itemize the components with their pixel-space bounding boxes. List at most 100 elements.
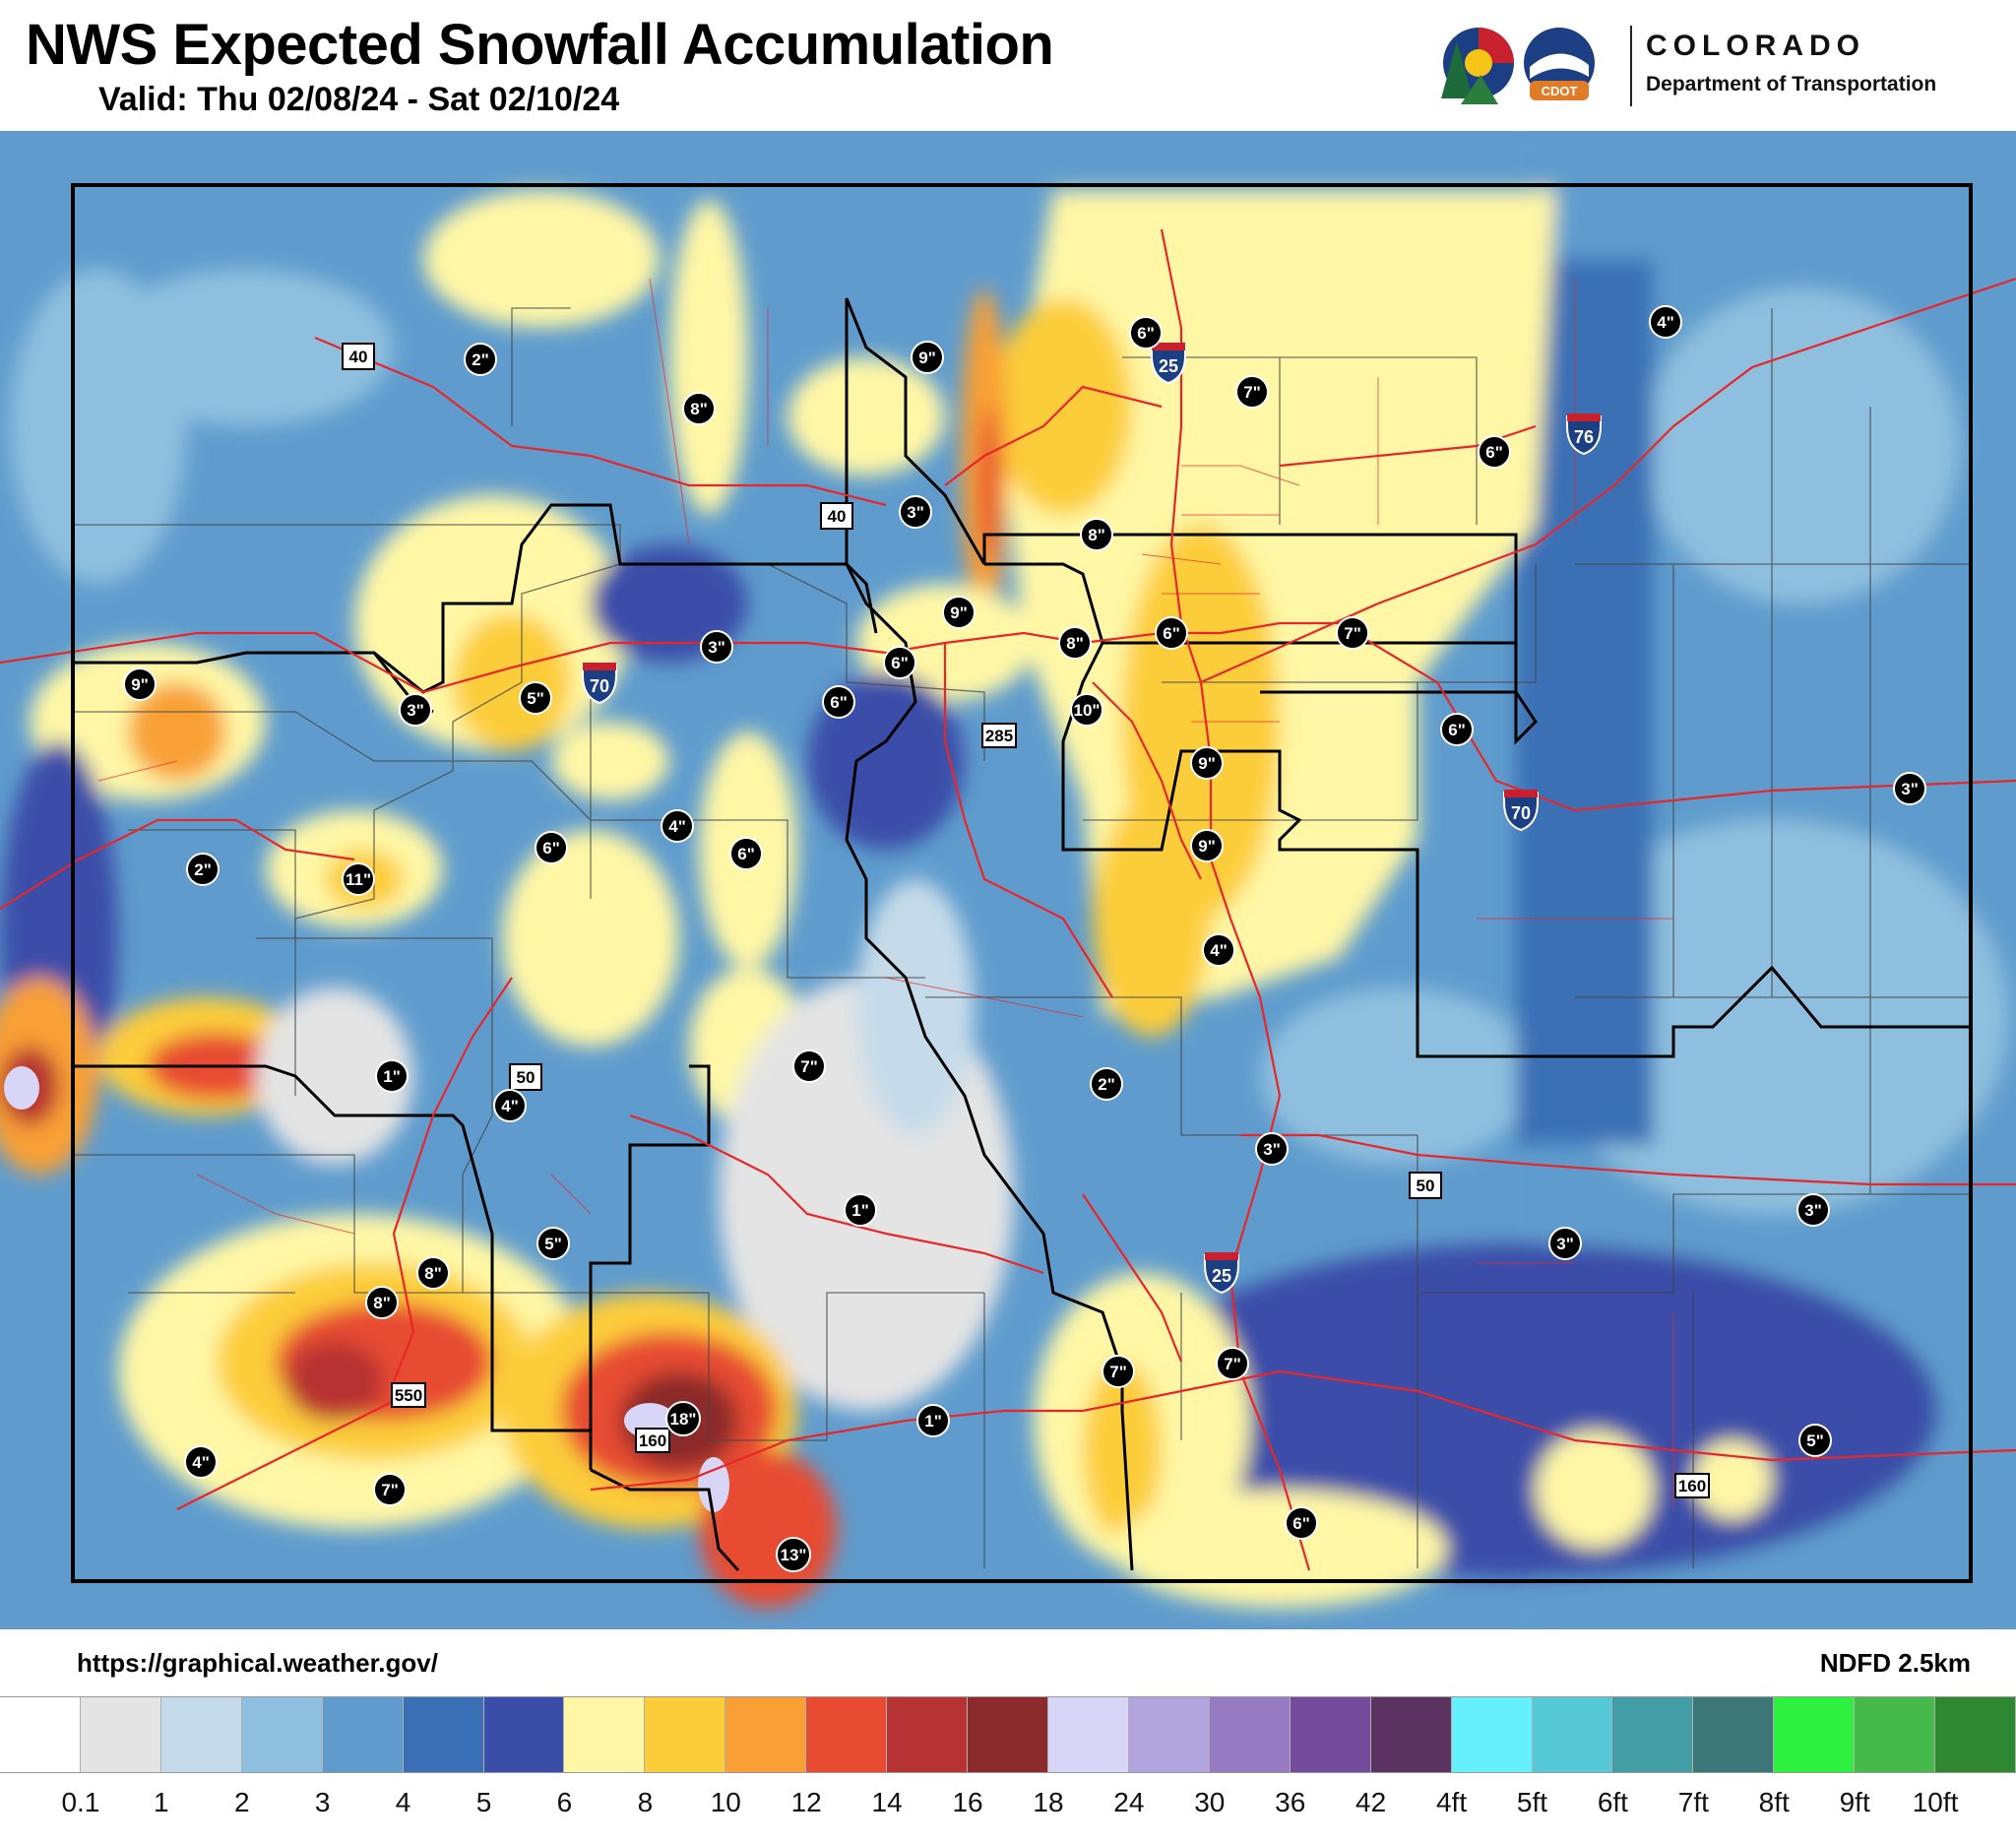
- snowfall-point: 4": [661, 809, 694, 843]
- interstate-shields: 25 76 70 70 25: [582, 343, 1602, 1295]
- snowfall-point: 7": [1216, 1347, 1249, 1380]
- legend-swatch: [645, 1697, 726, 1772]
- legend-label: 2: [233, 1787, 250, 1817]
- snowfall-point: 9": [123, 668, 157, 701]
- svg-text:4": 4": [501, 1097, 519, 1115]
- interstate-label: 70: [590, 676, 609, 696]
- svg-text:6": 6": [891, 654, 909, 672]
- legend-swatch: [725, 1697, 807, 1772]
- svg-text:160: 160: [1678, 1477, 1706, 1495]
- svg-text:5": 5": [1806, 1431, 1824, 1450]
- snowfall-point: 6": [822, 685, 855, 719]
- svg-text:9": 9": [918, 349, 936, 367]
- legend-label: 10: [710, 1787, 741, 1817]
- interstate-25-shield-south: 25: [1204, 1252, 1239, 1295]
- legend-label: 12: [790, 1787, 822, 1817]
- legend-swatch: [0, 1697, 81, 1772]
- us-route-shields: 40 40 285 50 50 550 160 160: [342, 343, 1710, 1498]
- svg-text:6": 6": [542, 839, 560, 858]
- svg-text:6": 6": [1448, 721, 1466, 739]
- color-legend: [0, 1696, 2016, 1773]
- legend-label: 0.1: [61, 1787, 100, 1817]
- svg-text:1": 1": [383, 1067, 401, 1086]
- legend-label: 24: [1113, 1787, 1145, 1817]
- snowfall-point: 2": [186, 853, 220, 886]
- snowfall-point: 8": [365, 1286, 399, 1319]
- svg-text:3": 3": [1901, 780, 1919, 798]
- snowfall-point: 5": [1798, 1424, 1832, 1457]
- svg-text:10": 10": [1074, 701, 1101, 720]
- svg-text:3": 3": [1804, 1201, 1822, 1220]
- snowfall-point: 4": [493, 1089, 527, 1122]
- snowfall-point: 1": [916, 1404, 950, 1437]
- logo-divider: [1630, 26, 1632, 106]
- snowfall-point: 3": [1548, 1227, 1582, 1260]
- us-shield: 550: [391, 1382, 426, 1408]
- us-shield: 50: [509, 1063, 542, 1091]
- snowfall-point: 6": [1285, 1506, 1318, 1540]
- svg-text:6": 6": [830, 693, 848, 712]
- map-title: NWS Expected Snowfall Accumulation: [26, 13, 1054, 77]
- svg-text:7": 7": [381, 1481, 399, 1499]
- svg-text:2": 2": [472, 350, 489, 369]
- snowfall-point: 6": [1155, 616, 1188, 650]
- interstate-76-shield: 76: [1566, 413, 1602, 456]
- svg-text:13": 13": [781, 1546, 807, 1564]
- snowfall-point: 7": [1336, 616, 1369, 650]
- snowfall-point: 4": [184, 1445, 218, 1479]
- snowfall-point: 6": [1478, 435, 1511, 469]
- snowfall-point: 18": [665, 1401, 701, 1436]
- legend-swatch: [1612, 1697, 1694, 1772]
- model-label: NDFD 2.5km: [1819, 1648, 1971, 1678]
- svg-text:5": 5": [527, 689, 544, 708]
- legend-swatch: [806, 1697, 888, 1772]
- svg-text:3": 3": [907, 503, 924, 522]
- legend-swatch: [1774, 1697, 1856, 1772]
- legend-label: 8ft: [1758, 1787, 1790, 1817]
- legend-label: 9ft: [1839, 1787, 1870, 1817]
- legend-swatch: [1128, 1697, 1210, 1772]
- legend-label: 3: [314, 1787, 331, 1817]
- svg-text:285: 285: [985, 727, 1013, 745]
- legend-swatch: [160, 1697, 242, 1772]
- svg-text:3": 3": [708, 638, 725, 657]
- svg-text:6": 6": [737, 845, 755, 863]
- legend-label: 14: [871, 1787, 903, 1817]
- us-shield: 50: [1409, 1172, 1442, 1199]
- snowfall-point: 8": [416, 1256, 450, 1290]
- svg-text:3": 3": [1263, 1140, 1281, 1159]
- snowfall-point: 6": [883, 646, 916, 679]
- logo-department: Department of Transportation: [1646, 73, 1937, 95]
- legend-swatch: [1451, 1697, 1533, 1772]
- svg-text:18": 18": [670, 1410, 697, 1429]
- svg-text:160: 160: [639, 1431, 666, 1450]
- snowfall-point: 4": [1649, 305, 1682, 339]
- us-shield: 160: [1674, 1473, 1710, 1498]
- legend-label: 5ft: [1516, 1787, 1548, 1817]
- svg-text:40: 40: [828, 507, 847, 526]
- snowfall-point: 3": [700, 630, 733, 664]
- snowfall-point: 7": [792, 1049, 826, 1083]
- legend-label: 6ft: [1597, 1787, 1628, 1817]
- snowfall-point: 8": [682, 392, 716, 425]
- svg-text:7": 7": [800, 1057, 818, 1076]
- snowfall-map: 25 76 70 70 25: [0, 131, 2016, 1629]
- us-shield: 160: [635, 1428, 670, 1453]
- interstate-70-shield-east: 70: [1503, 790, 1539, 832]
- snowfall-point: 3": [1893, 772, 1926, 805]
- legend-swatch: [1693, 1697, 1775, 1772]
- legend-label: 1: [154, 1787, 169, 1817]
- legend-label: 4: [395, 1787, 411, 1817]
- svg-text:7": 7": [1109, 1363, 1127, 1381]
- svg-text:9": 9": [131, 675, 149, 694]
- interstate-label: 25: [1212, 1266, 1231, 1286]
- interstate-label: 25: [1159, 356, 1178, 376]
- svg-text:6": 6": [1163, 624, 1180, 643]
- snowfall-point: 6": [1129, 316, 1163, 350]
- legend-swatch: [1855, 1697, 1936, 1772]
- svg-text:3": 3": [1556, 1235, 1574, 1253]
- svg-text:50: 50: [517, 1068, 536, 1087]
- us-shield: 40: [820, 502, 853, 530]
- snowfall-point: 5": [519, 681, 552, 715]
- interstate-label: 70: [1511, 803, 1531, 823]
